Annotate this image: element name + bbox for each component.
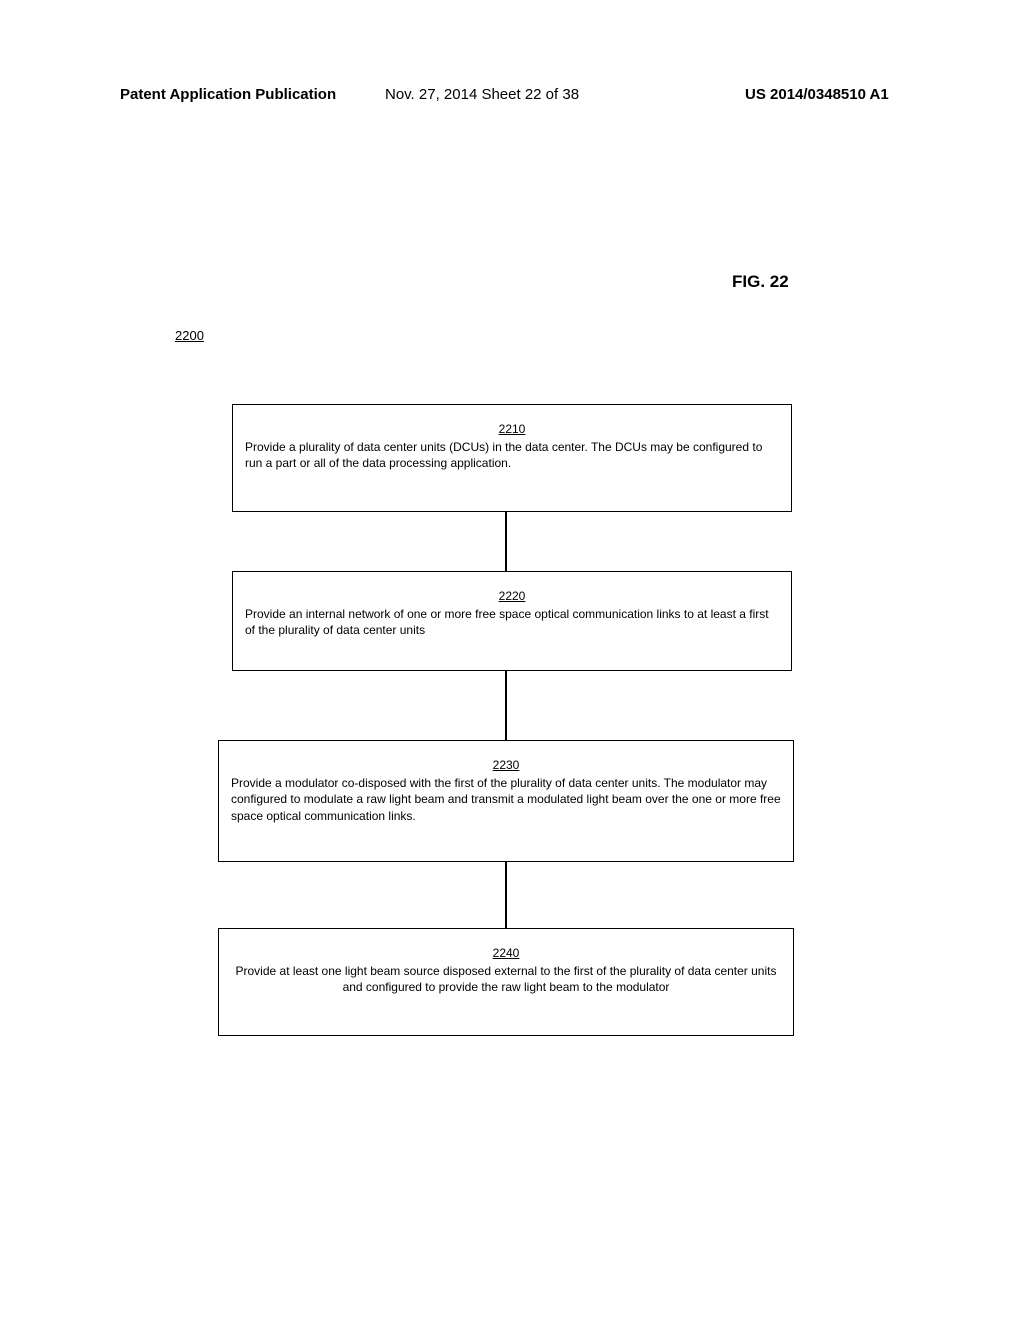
flowchart-ref-number: 2200 <box>175 328 204 343</box>
step-number: 2230 <box>231 757 781 773</box>
header-pub-number: US 2014/0348510 A1 <box>745 86 889 103</box>
flow-step-2240: 2240 Provide at least one light beam sou… <box>218 928 794 1036</box>
step-number: 2220 <box>245 588 779 604</box>
flow-step-2230: 2230 Provide a modulator co-disposed wit… <box>218 740 794 862</box>
step-number: 2240 <box>231 945 781 961</box>
step-text: Provide an internal network of one or mo… <box>245 606 779 638</box>
step-text: Provide at least one light beam source d… <box>231 963 781 995</box>
flow-connector <box>505 512 507 571</box>
header-publication: Patent Application Publication <box>120 86 336 103</box>
flow-connector <box>505 862 507 928</box>
step-number: 2210 <box>245 421 779 437</box>
figure-label: FIG. 22 <box>732 272 789 292</box>
flow-step-2210: 2210 Provide a plurality of data center … <box>232 404 792 512</box>
header-date-sheet: Nov. 27, 2014 Sheet 22 of 38 <box>385 86 579 103</box>
step-text: Provide a modulator co-disposed with the… <box>231 775 781 824</box>
flow-step-2220: 2220 Provide an internal network of one … <box>232 571 792 671</box>
flow-connector <box>505 671 507 740</box>
step-text: Provide a plurality of data center units… <box>245 439 779 471</box>
